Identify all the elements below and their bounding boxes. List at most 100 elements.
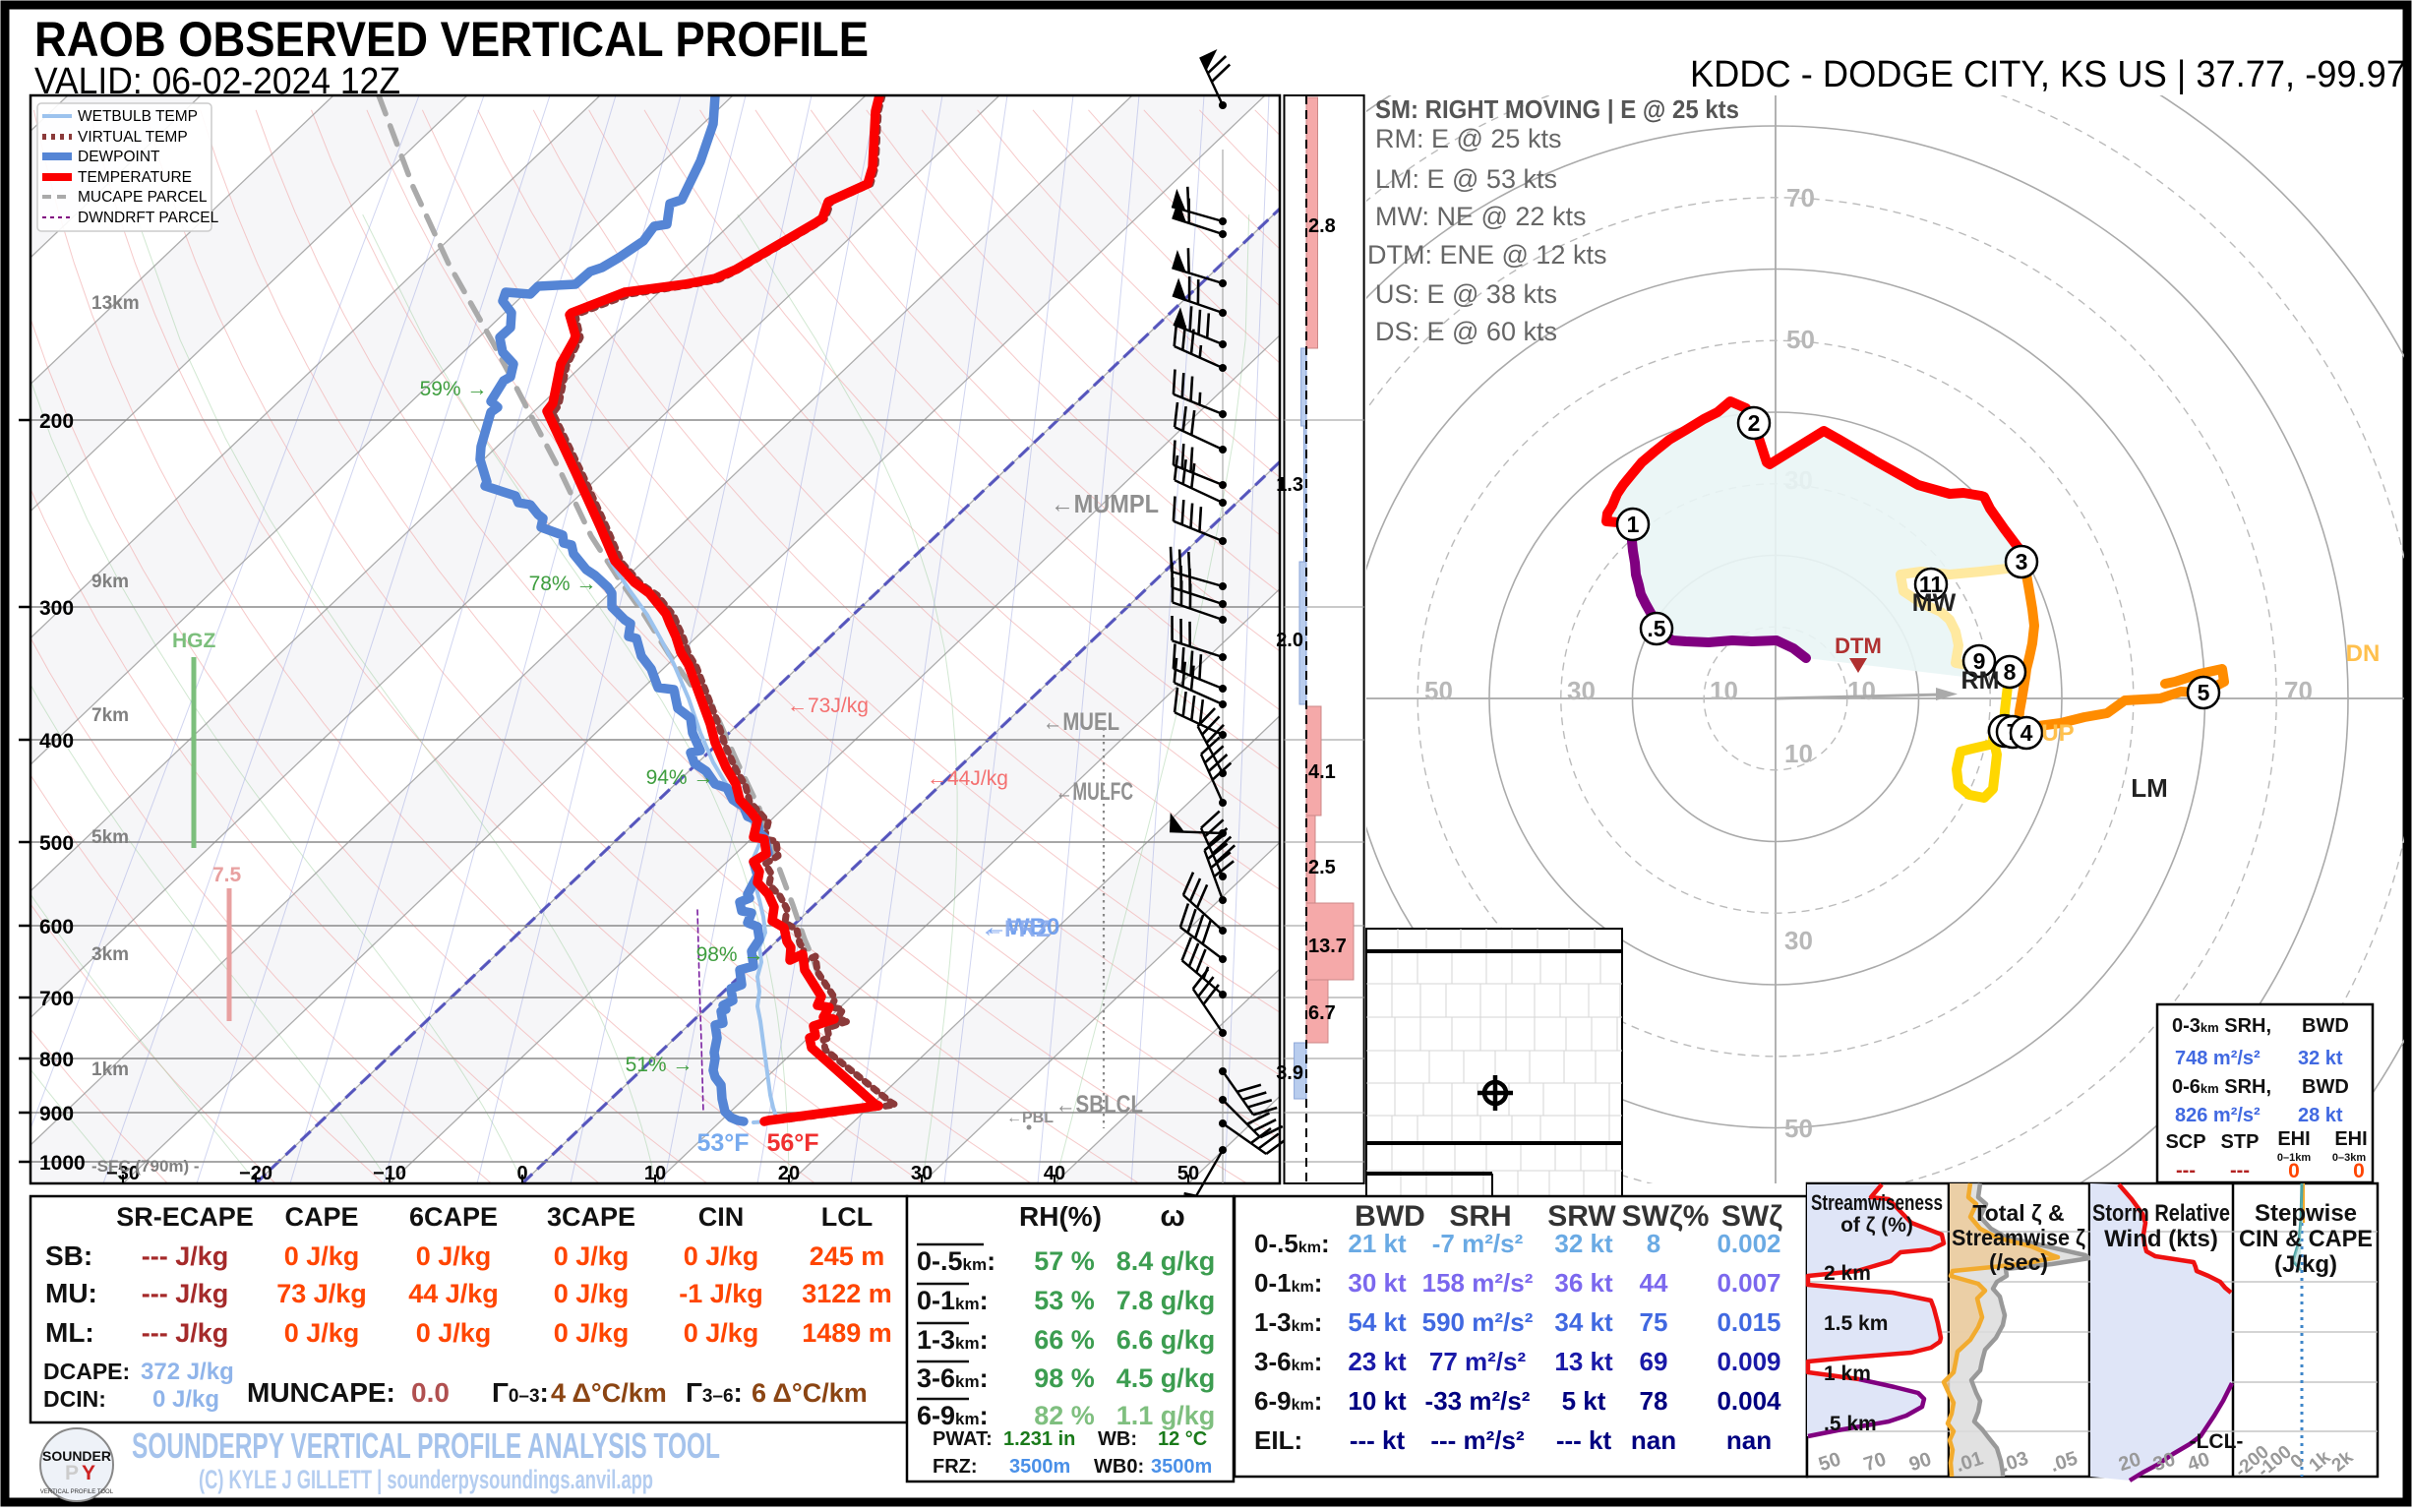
svg-text:21 kt: 21 kt xyxy=(1348,1229,1407,1258)
svg-text:0 J/kg: 0 J/kg xyxy=(416,1241,492,1271)
svg-text:6 Δ°C/km: 6 Δ°C/km xyxy=(752,1378,868,1408)
svg-text:nan: nan xyxy=(1631,1425,1676,1455)
svg-text:--- J/kg: --- J/kg xyxy=(142,1318,229,1348)
svg-text:3500m: 3500m xyxy=(1151,1456,1212,1478)
svg-text:RM: E @ 25 kts: RM: E @ 25 kts xyxy=(1375,124,1561,153)
svg-text:←MUEL: ←MUEL xyxy=(1043,708,1119,736)
svg-text:28 kt: 28 kt xyxy=(2298,1105,2343,1126)
svg-text:30: 30 xyxy=(911,1163,933,1184)
svg-text:6.6 g/kg: 6.6 g/kg xyxy=(1116,1325,1216,1355)
svg-text:-SFC (790m) -: -SFC (790m) - xyxy=(91,1157,200,1176)
svg-text:98% →: 98% → xyxy=(696,943,764,966)
svg-text:372 J/kg: 372 J/kg xyxy=(141,1359,234,1385)
svg-text:23 kt: 23 kt xyxy=(1348,1347,1407,1376)
svg-text:0 J/kg: 0 J/kg xyxy=(554,1318,630,1348)
svg-text:(J/kg): (J/kg) xyxy=(2274,1251,2337,1278)
svg-text:0: 0 xyxy=(2353,1160,2365,1182)
svg-text:DTM: DTM xyxy=(1835,634,1882,658)
svg-text:PWAT:: PWAT: xyxy=(933,1428,993,1450)
svg-text:MUNCAPE:: MUNCAPE: xyxy=(247,1377,395,1408)
svg-text:CIN: CIN xyxy=(698,1202,745,1232)
svg-text:CIN & CAPE: CIN & CAPE xyxy=(2239,1226,2373,1252)
svg-text:KDDC - DODGE CITY, KS US | 37.: KDDC - DODGE CITY, KS US | 37.77, -99.97 xyxy=(1690,54,2406,95)
svg-text:MW: MW xyxy=(1912,589,1957,617)
svg-text:HGZ: HGZ xyxy=(172,630,216,652)
svg-text:DWNDRFT PARCEL: DWNDRFT PARCEL xyxy=(78,210,219,226)
svg-text:34 kt: 34 kt xyxy=(1554,1307,1613,1337)
svg-text:0 J/kg: 0 J/kg xyxy=(284,1318,360,1348)
svg-text:3122 m: 3122 m xyxy=(802,1279,892,1308)
svg-text:1 km: 1 km xyxy=(1824,1362,1871,1385)
svg-text:8.4 g/kg: 8.4 g/kg xyxy=(1116,1246,1216,1276)
svg-text:70: 70 xyxy=(1786,183,1815,212)
svg-text:ML:: ML: xyxy=(45,1317,94,1348)
svg-text:57 %: 57 % xyxy=(1034,1246,1095,1276)
svg-text:--- J/kg: --- J/kg xyxy=(142,1279,229,1308)
svg-text:2.8: 2.8 xyxy=(1308,215,1336,237)
svg-text:78% →: 78% → xyxy=(529,573,597,595)
svg-text:3500m: 3500m xyxy=(1009,1456,1070,1478)
svg-text:0 J/kg: 0 J/kg xyxy=(416,1318,492,1348)
svg-text:66 %: 66 % xyxy=(1034,1325,1095,1355)
svg-text:2.5: 2.5 xyxy=(1308,857,1336,878)
svg-text:50: 50 xyxy=(1424,676,1453,705)
svg-text:DCIN:: DCIN: xyxy=(43,1386,106,1412)
svg-text:←44J/kg: ←44J/kg xyxy=(927,767,1008,790)
svg-text:245 m: 245 m xyxy=(810,1241,885,1271)
svg-text:0.0: 0.0 xyxy=(411,1377,450,1408)
svg-text:5 kt: 5 kt xyxy=(1562,1386,1606,1416)
svg-text:32 kt: 32 kt xyxy=(1554,1229,1613,1258)
svg-text:RM: RM xyxy=(1961,667,2000,695)
svg-text:78: 78 xyxy=(1640,1386,1668,1416)
svg-text:BWD: BWD xyxy=(2302,1076,2349,1098)
svg-text:56°F: 56°F xyxy=(766,1129,818,1157)
svg-text:DEWPOINT: DEWPOINT xyxy=(78,149,160,165)
svg-text:--- kt: --- kt xyxy=(1556,1425,1612,1455)
svg-text:30: 30 xyxy=(1784,926,1813,955)
svg-text:LM: E @ 53 kts: LM: E @ 53 kts xyxy=(1375,164,1557,194)
svg-text:0.009: 0.009 xyxy=(1717,1347,1780,1376)
svg-text:0 J/kg: 0 J/kg xyxy=(284,1241,360,1271)
svg-text:10: 10 xyxy=(1710,676,1738,705)
svg-text:2.0: 2.0 xyxy=(1276,630,1303,651)
svg-text:UP: UP xyxy=(2041,720,2074,747)
svg-text:7km: 7km xyxy=(91,705,129,726)
svg-text:SOUNDERPY VERTICAL PROFILE ANA: SOUNDERPY VERTICAL PROFILE ANALYSIS TOOL xyxy=(132,1425,720,1466)
svg-text:←MULFC: ←MULFC xyxy=(1055,778,1133,806)
svg-text:1: 1 xyxy=(1627,512,1640,537)
svg-text:400: 400 xyxy=(39,730,74,753)
svg-text:44 J/kg: 44 J/kg xyxy=(408,1279,499,1308)
svg-text:1000: 1000 xyxy=(39,1152,86,1175)
svg-text:51% →: 51% → xyxy=(626,1054,693,1076)
svg-text:nan: nan xyxy=(1726,1425,1772,1455)
svg-text:FRZ:: FRZ: xyxy=(933,1456,978,1478)
svg-text:0.007: 0.007 xyxy=(1717,1268,1780,1298)
svg-text:-33 m²/s²: -33 m²/s² xyxy=(1425,1386,1531,1416)
svg-text:3: 3 xyxy=(2016,549,2028,575)
svg-text:WB:: WB: xyxy=(1098,1428,1137,1450)
svg-text:-7 m²/s²: -7 m²/s² xyxy=(1432,1229,1524,1258)
svg-text:Streamwiseness: Streamwiseness xyxy=(1811,1190,1943,1215)
svg-text:94% →: 94% → xyxy=(646,766,714,789)
svg-text:BWD: BWD xyxy=(2302,1015,2349,1037)
svg-text:VERTICAL PROFILE TOOL: VERTICAL PROFILE TOOL xyxy=(40,1489,114,1495)
svg-text:0 J/kg: 0 J/kg xyxy=(554,1241,630,1271)
svg-text:36 kt: 36 kt xyxy=(1554,1268,1613,1298)
svg-text:1.3: 1.3 xyxy=(1276,474,1303,496)
svg-text:53°F: 53°F xyxy=(696,1129,749,1157)
svg-text:Total ζ &: Total ζ & xyxy=(1972,1200,2064,1226)
svg-text:2 km: 2 km xyxy=(1824,1262,1871,1285)
svg-text:4: 4 xyxy=(2020,720,2033,746)
svg-text:0 J/kg: 0 J/kg xyxy=(684,1241,759,1271)
svg-text:4.5 g/kg: 4.5 g/kg xyxy=(1116,1363,1216,1393)
svg-text:0-3km SRH,: 0-3km SRH, xyxy=(2172,1015,2271,1037)
svg-text:10: 10 xyxy=(1784,739,1813,768)
svg-text:←SBLCL: ←SBLCL xyxy=(1055,1091,1143,1119)
svg-text:←73J/kg: ←73J/kg xyxy=(787,695,869,717)
svg-text:70: 70 xyxy=(2284,676,2313,705)
svg-text:RH(%): RH(%) xyxy=(1019,1201,1102,1232)
svg-text:P: P xyxy=(65,1462,79,1484)
svg-text:10: 10 xyxy=(644,1163,666,1184)
svg-text:SWζ%: SWζ% xyxy=(1622,1200,1710,1233)
svg-text:TEMPERATURE: TEMPERATURE xyxy=(78,169,192,186)
